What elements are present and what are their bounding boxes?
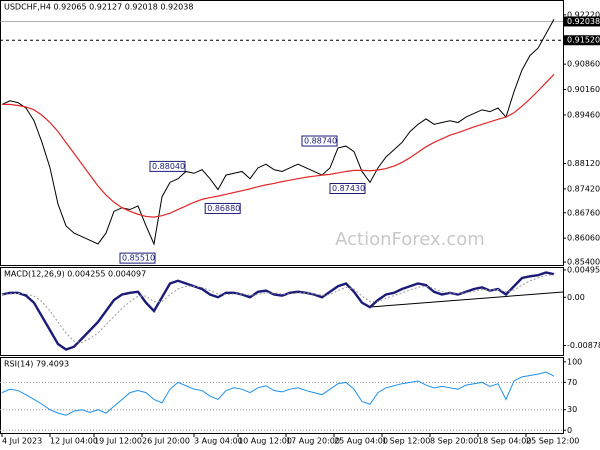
macd-trendline (369, 291, 564, 308)
annotation-box (204, 202, 241, 214)
x-tick-label: 1 Sep 12:00 (382, 437, 430, 446)
series-line (2, 73, 555, 218)
annotation-label: 0.88740 (304, 137, 337, 146)
x-tick-label: 25 Sep 12:00 (526, 437, 579, 446)
annotation-box (329, 183, 366, 195)
annotation-box (301, 135, 338, 147)
series-line (1, 274, 555, 343)
annotation-label: 0.87430 (332, 184, 365, 193)
series-line (1, 18, 555, 246)
level-label: 0.91520 (567, 36, 600, 45)
y-tick-label: 30 (567, 405, 577, 414)
last-price-box (563, 16, 600, 27)
x-tick-label: 8 Sep 20:00 (430, 437, 478, 446)
panel-frame (0, 357, 564, 434)
last-price-label: 0.92038 (567, 17, 600, 26)
x-tick-label: 26 Jul 20:00 (142, 437, 190, 446)
x-tick-label: 25 Aug 04:00 (334, 437, 388, 446)
y-tick-label: 70 (567, 378, 577, 387)
panel-frame (0, 267, 564, 356)
panel-frame (0, 0, 564, 266)
y-tick-label: 0.004959 (567, 265, 600, 274)
y-tick-label: 100 (567, 357, 582, 366)
x-tick-label: 17 Aug 20:00 (286, 437, 340, 446)
y-tick-label: 0.86760 (567, 208, 600, 217)
y-tick-label: 0.85400 (567, 258, 600, 267)
x-tick-label: 4 Jul 2023 (2, 437, 42, 446)
annotation-label: 0.86880 (207, 204, 240, 213)
y-tick-label: 0.88120 (567, 159, 600, 168)
level-box (563, 35, 600, 46)
panel-title: MACD(12,26,9) 0.004255 0.004097 (4, 270, 146, 279)
watermark: ActionForex.com (335, 229, 485, 250)
x-tick-label: 18 Sep 04:00 (478, 437, 531, 446)
annotation-label: 0.88040 (152, 162, 185, 171)
x-tick-label: 12 Jul 04:00 (50, 437, 98, 446)
y-tick-label: 0.86060 (567, 234, 600, 243)
annotation-box (149, 160, 186, 172)
annotation-box (119, 252, 156, 264)
y-tick-label: 0.89460 (567, 110, 600, 119)
y-tick-label: 0.87420 (567, 184, 600, 193)
y-tick-label: 0.92220 (567, 10, 600, 19)
x-tick-label: 3 Aug 04:00 (194, 437, 243, 446)
y-tick-label: 0.90860 (567, 60, 600, 69)
x-tick-label: 10 Aug 12:00 (238, 437, 292, 446)
panel-title: USDCHF,H4 0.92065 0.92127 0.92018 0.9203… (4, 3, 193, 12)
y-tick-label: 0.90160 (567, 85, 600, 94)
y-tick-label: 0 (567, 426, 572, 435)
annotation-label: 0.85510 (122, 254, 155, 263)
y-tick-label: -0.008785 (567, 341, 600, 350)
panel-title: RSI(14) 79.4093 (4, 360, 69, 369)
x-tick-label: 19 Jul 12:00 (94, 437, 142, 446)
y-tick-label: 0.00 (567, 293, 585, 302)
series-line (1, 371, 555, 416)
